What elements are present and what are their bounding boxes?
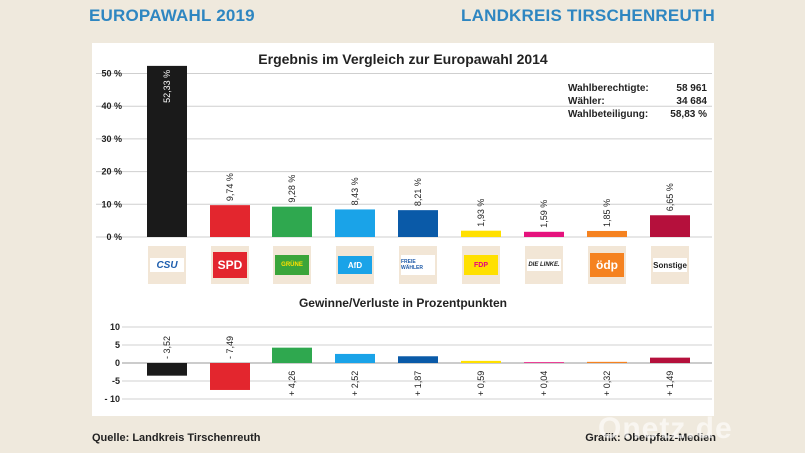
bottom-data-label: + 0,04 — [539, 371, 549, 396]
party-logo-fdp: FDP — [462, 246, 500, 284]
party-logo-b-ndnis-90-die-gr-nen: GRÜNE — [273, 246, 311, 284]
party-logo-text: AfD — [338, 256, 372, 274]
top-y-tick-label: 30 % — [101, 134, 122, 144]
header-left-title: EUROPAWAHL 2019 — [89, 6, 255, 25]
bottom-data-label: + 1,49 — [665, 371, 675, 396]
bottom-bar-spd — [210, 363, 250, 390]
top-y-tick-label: 10 % — [101, 199, 122, 209]
top-data-label: 1,85 % — [602, 199, 612, 227]
bottom-data-label: + 2,52 — [350, 371, 360, 396]
top-bar-die-linke — [524, 231, 564, 237]
top-chart-title: Ergebnis im Vergleich zur Europawahl 201… — [258, 51, 548, 67]
bottom-data-label: + 0,32 — [602, 371, 612, 396]
stat-value: 58,83 % — [670, 109, 707, 120]
header-right-title: LANDKREIS TIRSCHENREUTH — [461, 6, 715, 25]
bottom-data-label: + 0,59 — [476, 371, 486, 396]
party-logo-spd: SPD — [211, 246, 249, 284]
top-bar-alternative-f-r-deutschland — [335, 209, 375, 237]
top-bar--dp — [587, 230, 627, 237]
top-y-tick-label: 20 % — [101, 167, 122, 177]
party-logo-die-linke: DIE LINKE. — [525, 246, 563, 284]
stat-value: 34 684 — [676, 96, 707, 107]
party-logo-text: GRÜNE — [275, 255, 309, 275]
top-data-label: 52,33 % — [162, 70, 172, 103]
party-logo-text: SPD — [213, 252, 247, 278]
bottom-bar-die-linke — [524, 362, 564, 363]
party-logo-freie-w-hler: FREIE WÄHLER — [399, 246, 437, 284]
party-logo-text: FDP — [464, 255, 498, 275]
top-bar-spd — [210, 205, 250, 237]
bottom-chart-title: Gewinne/Verluste in Prozentpunkten — [299, 296, 507, 310]
top-data-label: 8,43 % — [350, 177, 360, 205]
party-logo-text: CSU — [150, 258, 184, 272]
top-y-tick-label: 0 % — [106, 232, 122, 242]
bottom-data-label: - 7,49 — [225, 336, 235, 359]
bottom-data-label: + 1,87 — [413, 371, 423, 396]
top-data-label: 6,65 % — [665, 183, 675, 211]
top-data-label: 8,21 % — [413, 178, 423, 206]
party-logo-text: FREIE WÄHLER — [401, 255, 435, 275]
top-data-label: 9,74 % — [225, 173, 235, 201]
footer-source: Quelle: Landkreis Tirschenreuth — [92, 432, 261, 444]
top-bar-freie-w-hler — [398, 210, 438, 237]
party-logo--dp: ödp — [588, 246, 626, 284]
bottom-bar-alternative-f-r-deutschland — [335, 353, 375, 363]
footer-credit: Grafik: Oberpfalz-Medien — [585, 432, 716, 444]
top-data-label: 1,93 % — [476, 199, 486, 227]
bottom-data-label: + 4,26 — [287, 371, 297, 396]
party-logo-text: DIE LINKE. — [527, 259, 561, 271]
bottom-y-tick-label: 10 — [110, 322, 120, 332]
party-logo-csu: CSU — [148, 246, 186, 284]
bottom-bar-b-ndnis-90-die-gr-nen — [272, 347, 312, 363]
bottom-bar--dp — [587, 361, 627, 363]
top-data-label: 1,59 % — [539, 200, 549, 228]
bottom-bar-csu — [147, 363, 187, 376]
stat-label: Wahlbeteiligung: — [568, 109, 648, 120]
top-bar-b-ndnis-90-die-gr-nen — [272, 206, 312, 237]
bottom-bar-sonstige — [650, 357, 690, 363]
top-bar-csu — [147, 65, 187, 238]
party-logo-sonstige: Sonstige — [651, 246, 689, 284]
top-data-label: 9,28 % — [287, 175, 297, 203]
party-logo-text: ödp — [590, 253, 624, 277]
stat-label: Wahlberechtigte: — [568, 83, 649, 94]
bottom-y-tick-label: 5 — [115, 340, 120, 350]
top-y-tick-label: 50 % — [101, 69, 122, 79]
bottom-data-label: - 3,52 — [162, 336, 172, 359]
bottom-y-tick-label: - 10 — [104, 394, 120, 404]
top-y-tick-label: 40 % — [101, 101, 122, 111]
stat-value: 58 961 — [676, 83, 707, 94]
bottom-bar-fdp — [461, 360, 501, 363]
bottom-bar-freie-w-hler — [398, 356, 438, 363]
party-logo-alternative-f-r-deutschland: AfD — [336, 246, 374, 284]
top-bar-fdp — [461, 230, 501, 237]
watermark: Onetz.de — [598, 412, 733, 445]
top-bar-sonstige — [650, 215, 690, 237]
bottom-y-tick-label: 0 — [115, 358, 120, 368]
party-logo-text: Sonstige — [653, 258, 687, 272]
stat-label: Wähler: — [568, 96, 605, 107]
bottom-y-tick-label: -5 — [112, 376, 120, 386]
